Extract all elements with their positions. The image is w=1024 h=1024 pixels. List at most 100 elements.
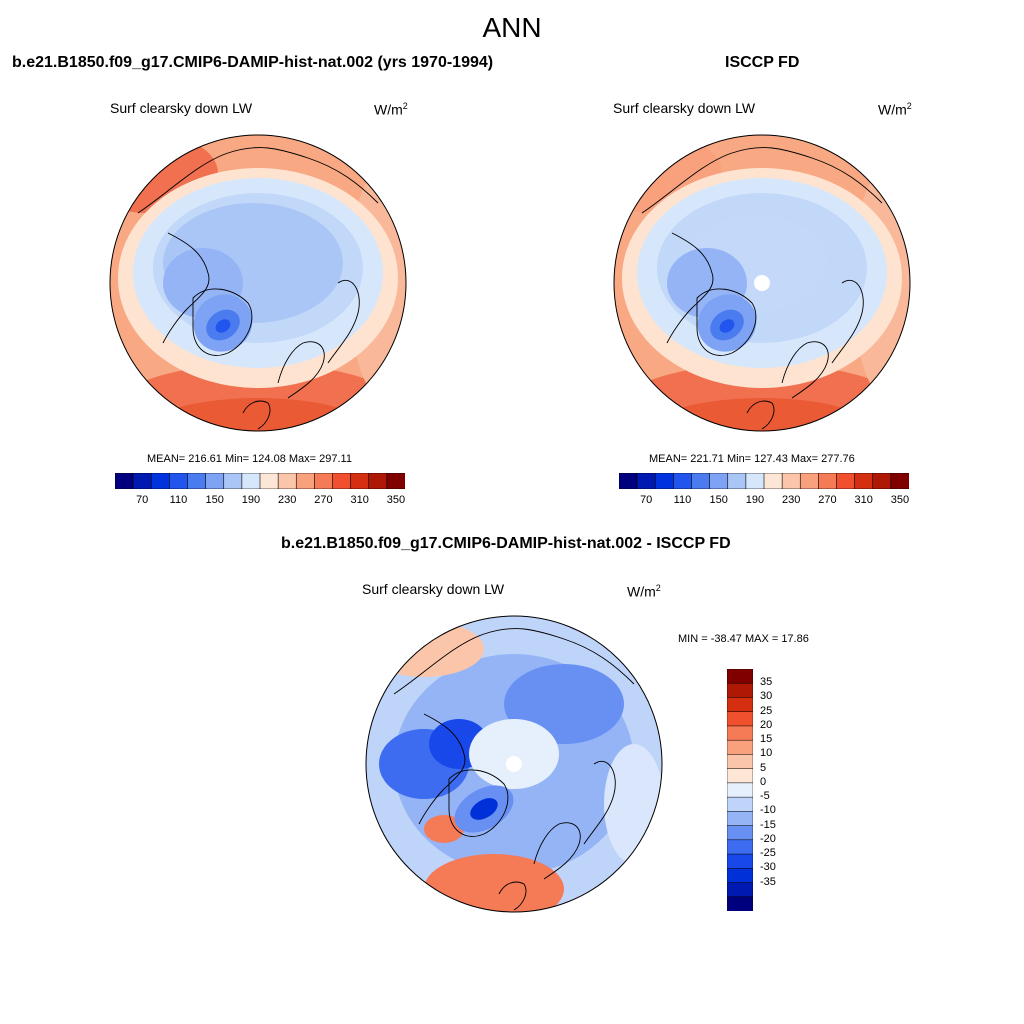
panel2-polar-map <box>613 134 911 432</box>
colorbar-tick-label: -20 <box>760 832 776 845</box>
colorbar-tick-label: 150 <box>205 494 224 506</box>
panel3-stats: MIN = -38.47 MAX = 17.86 <box>678 633 809 645</box>
coastline <box>418 713 466 825</box>
panel1-units-label: W/m2 <box>374 101 408 118</box>
colorbar-swatch <box>727 853 753 869</box>
colorbar-tick-label: 150 <box>709 494 728 506</box>
coastline <box>137 147 379 214</box>
colorbar-swatch <box>187 473 207 489</box>
panel1-colorbar <box>115 473 405 489</box>
panel3-colorbar-ticks: 35 30 25 20 15 10 5 0 -5 -10 -15 -20 -25 -30 -35 <box>760 669 800 911</box>
colorbar-tick-label: -25 <box>760 847 776 860</box>
coastline <box>277 341 325 399</box>
colorbar-swatch <box>691 473 711 489</box>
coastline <box>162 232 210 344</box>
coastline <box>641 147 883 214</box>
colorbar-swatch <box>727 725 753 741</box>
panel2-stats: MEAN= 221.71 Min= 127.43 Max= 277.76 <box>649 453 855 465</box>
colorbar-tick-label: 350 <box>890 494 910 506</box>
colorbar-swatch <box>727 868 753 884</box>
colorbar-tick-label: 70 <box>136 494 149 506</box>
colorbar-swatch <box>350 473 370 489</box>
colorbar-swatch <box>727 754 753 770</box>
colorbar-swatch <box>727 682 753 699</box>
colorbar-swatch <box>115 473 134 489</box>
colorbar-swatch <box>205 473 225 489</box>
colorbar-swatch <box>745 473 765 489</box>
colorbar-swatch <box>836 473 856 489</box>
coastline <box>583 761 616 845</box>
colorbar-swatch <box>132 473 152 489</box>
colorbar-swatch <box>169 473 189 489</box>
colorbar-tick-label: 110 <box>169 494 188 506</box>
colorbar-swatch <box>241 473 261 489</box>
colorbar-swatch <box>727 811 753 827</box>
panel3-polar-map <box>365 615 663 913</box>
colorbar-tick-label: 70 <box>640 494 653 506</box>
colorbar-swatch <box>727 796 753 812</box>
colorbar-tick-label: 5 <box>760 761 767 774</box>
colorbar-swatch <box>818 473 838 489</box>
coastline <box>192 288 253 356</box>
colorbar-tick-label: 310 <box>854 494 873 506</box>
panel2-case-title: ISCCP FD <box>725 54 800 71</box>
colorbar-swatch <box>223 473 243 489</box>
panel1-stats: MEAN= 216.61 Min= 124.08 Max= 297.11 <box>147 453 352 465</box>
colorbar-swatch <box>799 473 819 489</box>
coastline <box>242 400 271 430</box>
colorbar-swatch <box>332 473 352 489</box>
colorbar-tick-label: 10 <box>760 747 773 760</box>
colorbar-swatch <box>673 473 693 489</box>
panel3-colorbar <box>727 669 753 911</box>
coastline <box>666 232 714 344</box>
panel1-polar-map <box>109 134 407 432</box>
colorbar-swatch <box>709 473 729 489</box>
colorbar-swatch <box>150 473 170 489</box>
colorbar-swatch <box>890 473 909 489</box>
panel3-variable-label: Surf clearsky down LW <box>362 581 505 597</box>
colorbar-swatch <box>727 839 753 855</box>
colorbar-tick-label: 230 <box>278 494 297 506</box>
colorbar-tick-label: 350 <box>386 494 406 506</box>
colorbar-tick-label: 110 <box>673 494 692 506</box>
colorbar-tick-label: -35 <box>760 875 776 888</box>
panel2-variable-label: Surf clearsky down LW <box>613 100 756 116</box>
colorbar-swatch <box>781 473 801 489</box>
colorbar-swatch <box>727 896 753 911</box>
colorbar-tick-label: 270 <box>314 494 333 506</box>
colorbar-swatch <box>727 825 753 841</box>
colorbar-tick-label: 190 <box>745 494 765 506</box>
colorbar-swatch <box>654 473 674 489</box>
colorbar-tick-label: 0 <box>760 775 767 788</box>
colorbar-tick-label: 310 <box>350 494 369 506</box>
colorbar-tick-label: -10 <box>760 804 776 817</box>
colorbar-swatch <box>368 473 388 489</box>
colorbar-tick-label: -5 <box>760 790 770 803</box>
coastline <box>533 822 581 880</box>
colorbar-swatch <box>727 473 747 489</box>
panel2-colorbar <box>619 473 909 489</box>
colorbar-swatch <box>763 473 783 489</box>
coastline <box>448 769 509 837</box>
colorbar-swatch <box>727 882 753 898</box>
panel3-units-label: W/m2 <box>627 583 661 600</box>
colorbar-swatch <box>727 669 753 684</box>
colorbar-tick-label: 230 <box>782 494 801 506</box>
coastline <box>781 341 829 399</box>
colorbar-swatch <box>727 782 753 798</box>
colorbar-tick-label: -30 <box>760 861 776 874</box>
colorbar-swatch <box>727 739 753 755</box>
coastline <box>831 280 864 364</box>
panel2-units-label: W/m2 <box>878 101 912 118</box>
colorbar-swatch <box>872 473 892 489</box>
panel1-case-title: b.e21.B1850.f09_g17.CMIP6-DAMIP-hist-nat… <box>12 54 494 71</box>
colorbar-tick-label: 20 <box>760 718 773 731</box>
coastline <box>746 400 775 430</box>
coastline <box>393 628 635 695</box>
coastline <box>696 288 757 356</box>
colorbar-tick-label: 25 <box>760 704 773 717</box>
coastline <box>327 280 360 364</box>
colorbar-swatch <box>727 711 753 727</box>
colorbar-swatch <box>314 473 334 489</box>
colorbar-swatch <box>854 473 874 489</box>
